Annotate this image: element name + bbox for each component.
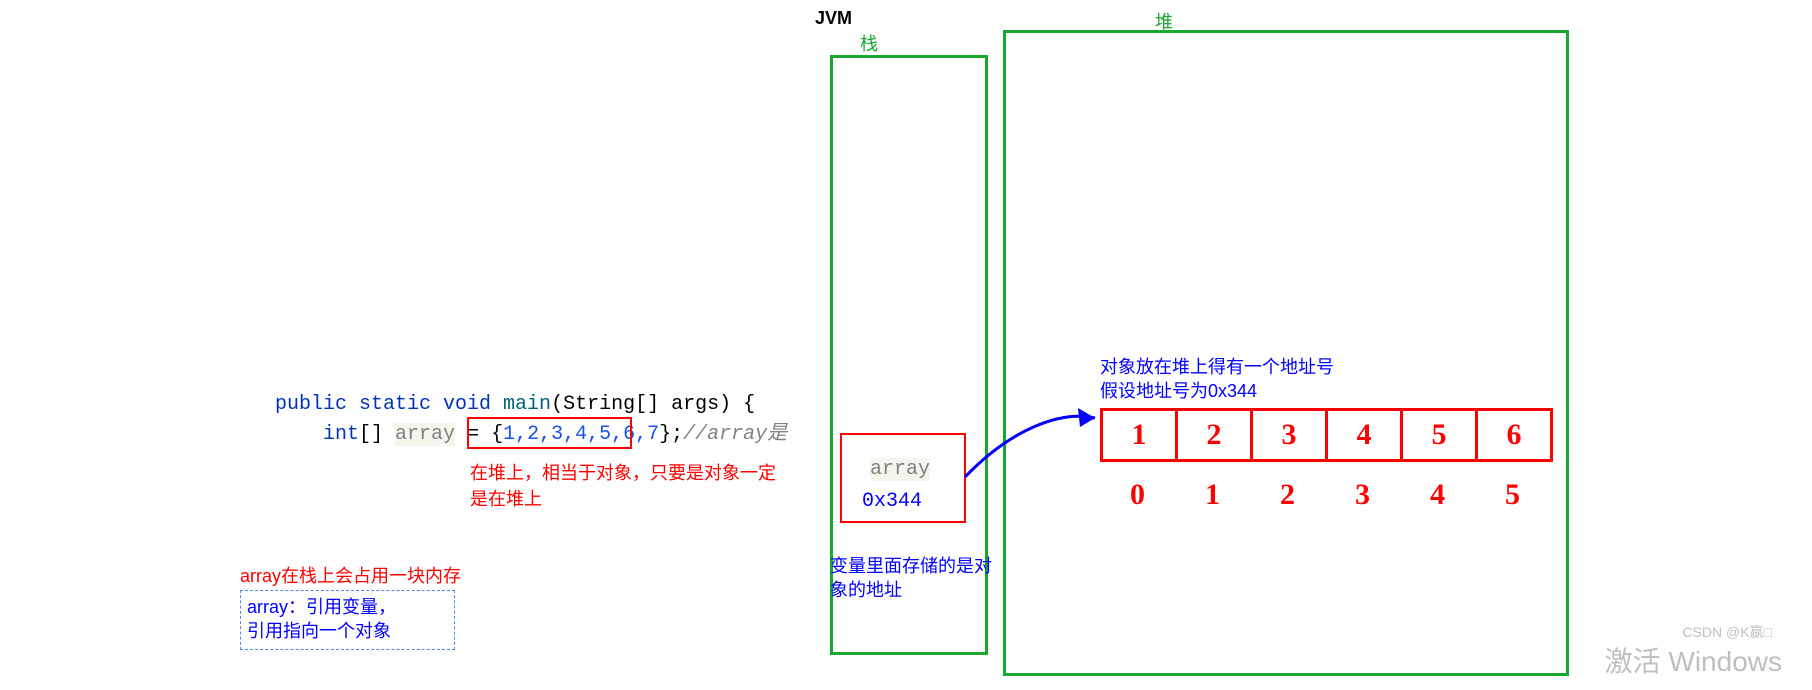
literal-highlight-box	[467, 417, 632, 449]
heap-cell: 1	[1103, 411, 1178, 459]
stack-label: 栈	[860, 30, 878, 56]
ref-var-line1: array：引用变量，	[247, 595, 448, 619]
ref-var-box: array：引用变量， 引用指向一个对象	[240, 590, 455, 650]
jvm-label: JVM	[815, 8, 852, 29]
heap-addr-note: 对象放在堆上得有一个地址号 假设地址号为0x344	[1100, 355, 1334, 403]
ref-var-line2: 引用指向一个对象	[247, 619, 448, 643]
heap-rect	[1003, 30, 1569, 676]
heap-index: 2	[1250, 478, 1325, 512]
stack-usage-note: array在栈上会占用一块内存	[240, 562, 461, 588]
stack-addr-label: 0x344	[862, 490, 922, 513]
heap-cell: 5	[1403, 411, 1478, 459]
heap-index: 0	[1100, 478, 1175, 512]
stack-addr-note: 变量里面存储的是对 象的地址	[830, 554, 1020, 602]
csdn-watermark: CSDN @K嬴□	[1682, 622, 1772, 642]
heap-index: 4	[1400, 478, 1475, 512]
heap-index: 1	[1175, 478, 1250, 512]
code-line-1: public static void main(String[] args) {	[275, 390, 787, 420]
heap-index: 5	[1475, 478, 1550, 512]
heap-index-row: 0 1 2 3 4 5	[1100, 478, 1550, 512]
heap-cell: 4	[1328, 411, 1403, 459]
heap-cell: 2	[1178, 411, 1253, 459]
heap-cell: 3	[1253, 411, 1328, 459]
heap-array-row: 1 2 3 4 5 6	[1100, 408, 1553, 462]
stack-var-label: array	[870, 458, 930, 481]
heap-cell: 6	[1478, 411, 1550, 459]
heap-object-note: 在堆上，相当于对象，只要是对象一定是在堆上	[470, 460, 790, 512]
windows-watermark: 激活 Windows	[1605, 640, 1782, 680]
heap-index: 3	[1325, 478, 1400, 512]
